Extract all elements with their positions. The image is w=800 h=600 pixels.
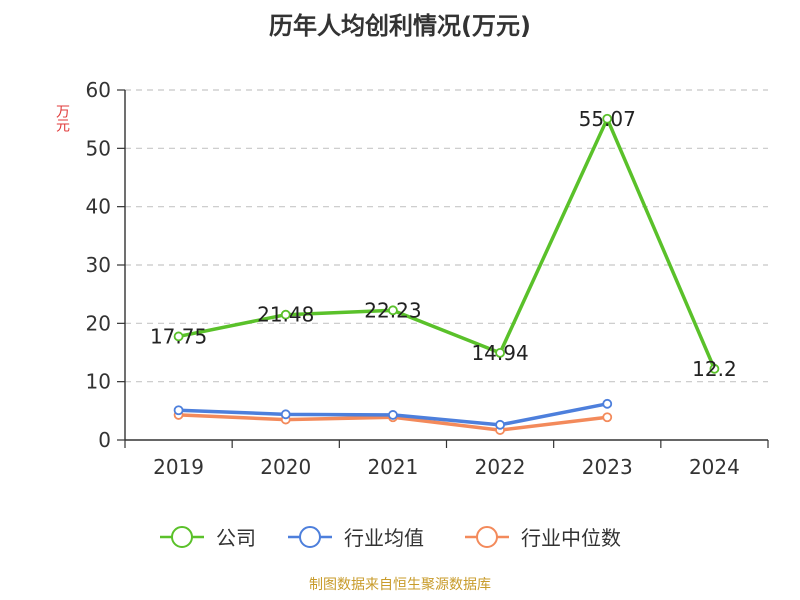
data-point	[388, 410, 398, 420]
data-point	[602, 412, 613, 423]
series-lines	[173, 113, 720, 435]
data-label: 14.94	[471, 341, 528, 365]
y-tick-label: 0	[98, 428, 111, 452]
y-tick-label: 60	[86, 78, 111, 102]
y-tick-label: 30	[86, 253, 111, 277]
legend-label: 公司	[216, 526, 256, 550]
data-point	[280, 409, 291, 420]
data-point	[602, 398, 613, 409]
y-tick-label: 10	[86, 370, 111, 394]
data-label: 12.2	[692, 357, 737, 381]
data-label: 55.07	[579, 107, 636, 131]
source-note: 制图数据来自恒生聚源数据库	[309, 577, 491, 593]
x-tick-label: 2023	[582, 455, 633, 479]
x-tick-label: 2022	[475, 455, 526, 479]
x-tick-label: 2019	[153, 455, 204, 479]
data-point	[280, 309, 291, 320]
legend-label: 行业均值	[344, 526, 424, 550]
y-axis-label: 万元	[54, 104, 70, 132]
x-tick-label: 2024	[689, 455, 740, 479]
y-tick-label: 40	[86, 195, 111, 219]
data-point	[388, 305, 398, 316]
y-tick-label: 20	[86, 311, 111, 335]
legend: 公司 行业均值 行业中位数	[160, 526, 621, 550]
data-point	[173, 405, 184, 416]
x-tick-label: 2021	[367, 455, 418, 479]
legend-marker	[476, 526, 498, 548]
legend-label: 行业中位数	[521, 526, 621, 550]
y-tick-label: 50	[86, 136, 111, 160]
data-point	[495, 347, 505, 358]
data-point	[709, 363, 720, 374]
legend-marker	[171, 526, 193, 548]
data-labels: 17.75 21.48 22.23 14.94 55.07 12.2	[150, 107, 737, 381]
grid-lines	[125, 89, 768, 383]
data-label: 22.23	[364, 298, 421, 322]
axes: 0 10 20 30 40 50 60 2019 2020 2021 2022 2023 2024	[86, 78, 769, 479]
data-point	[173, 331, 184, 342]
data-label: 17.75	[150, 324, 207, 348]
legend-marker	[299, 526, 321, 548]
data-point	[495, 419, 505, 430]
series-line	[178, 117, 717, 370]
data-label: 21.48	[257, 303, 314, 327]
x-tick-label: 2020	[260, 455, 311, 479]
data-point	[602, 113, 613, 124]
chart-title: 历年人均创利情况(万元)	[269, 12, 531, 40]
